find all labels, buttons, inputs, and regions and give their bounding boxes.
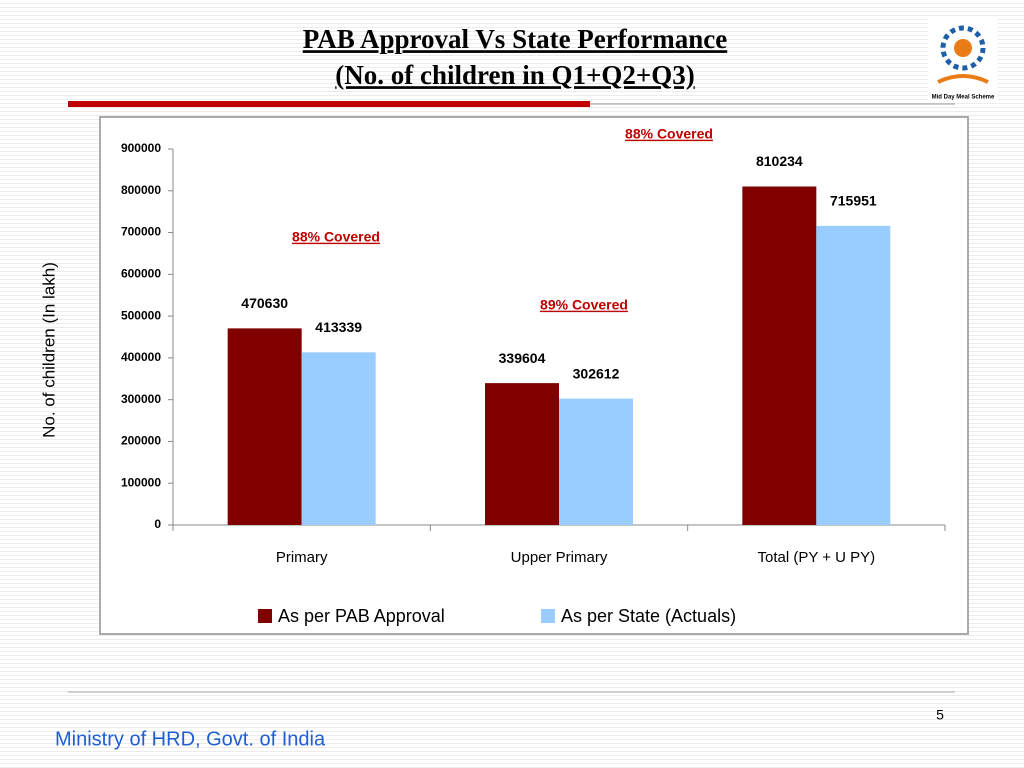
y-tick-label: 400000 [121, 350, 161, 364]
data-label: 715951 [830, 193, 877, 209]
data-label: 302612 [573, 365, 620, 381]
annotation: 88% Covered [625, 126, 713, 142]
y-tick-label: 100000 [121, 475, 161, 489]
bar [301, 352, 376, 525]
legend-label: As per State (Actuals) [561, 606, 736, 626]
title-line: PAB Approval Vs State Performance [303, 24, 727, 54]
x-tick-label: Primary [276, 549, 328, 566]
y-tick-label: 900000 [121, 141, 161, 155]
y-tick-label: 600000 [121, 267, 161, 281]
data-label: 339604 [499, 350, 546, 366]
y-tick-label: 0 [154, 517, 161, 531]
y-axis-label: No. of children (In lakh) [39, 262, 58, 438]
data-label: 810234 [756, 153, 803, 169]
chart: 0 100000 200000 300000 400000 500000 600000 700… [39, 126, 946, 626]
legend-swatch [258, 609, 272, 623]
annotation: 88% Covered [292, 229, 380, 245]
title-rule [68, 101, 590, 107]
y-tick-label: 200000 [121, 434, 161, 448]
legend-label: As per PAB Approval [278, 606, 445, 626]
data-label: 470630 [241, 295, 288, 311]
x-tick-label: Upper Primary [511, 549, 608, 566]
data-label: 413339 [315, 319, 362, 335]
bar [816, 225, 891, 525]
y-tick-label: 800000 [121, 183, 161, 197]
bar [485, 383, 559, 525]
bar [227, 328, 302, 525]
page-number: 5 [936, 707, 944, 723]
logo: Mid Day Meal Scheme [928, 17, 998, 103]
annotation: 89% Covered [540, 297, 628, 313]
title-line: (No. of children in Q1+Q2+Q3) [335, 60, 695, 90]
y-tick-label: 500000 [121, 308, 161, 322]
bar [559, 398, 633, 525]
y-tick-label: 700000 [121, 225, 161, 239]
footer: Ministry of HRD, Govt. of India [55, 728, 326, 750]
bar [742, 186, 817, 525]
x-tick-label: Total (PY + U PY) [757, 549, 875, 566]
legend-swatch [541, 609, 555, 623]
y-tick-label: 300000 [121, 392, 161, 406]
logo-text: Mid Day Meal Scheme [932, 95, 995, 101]
